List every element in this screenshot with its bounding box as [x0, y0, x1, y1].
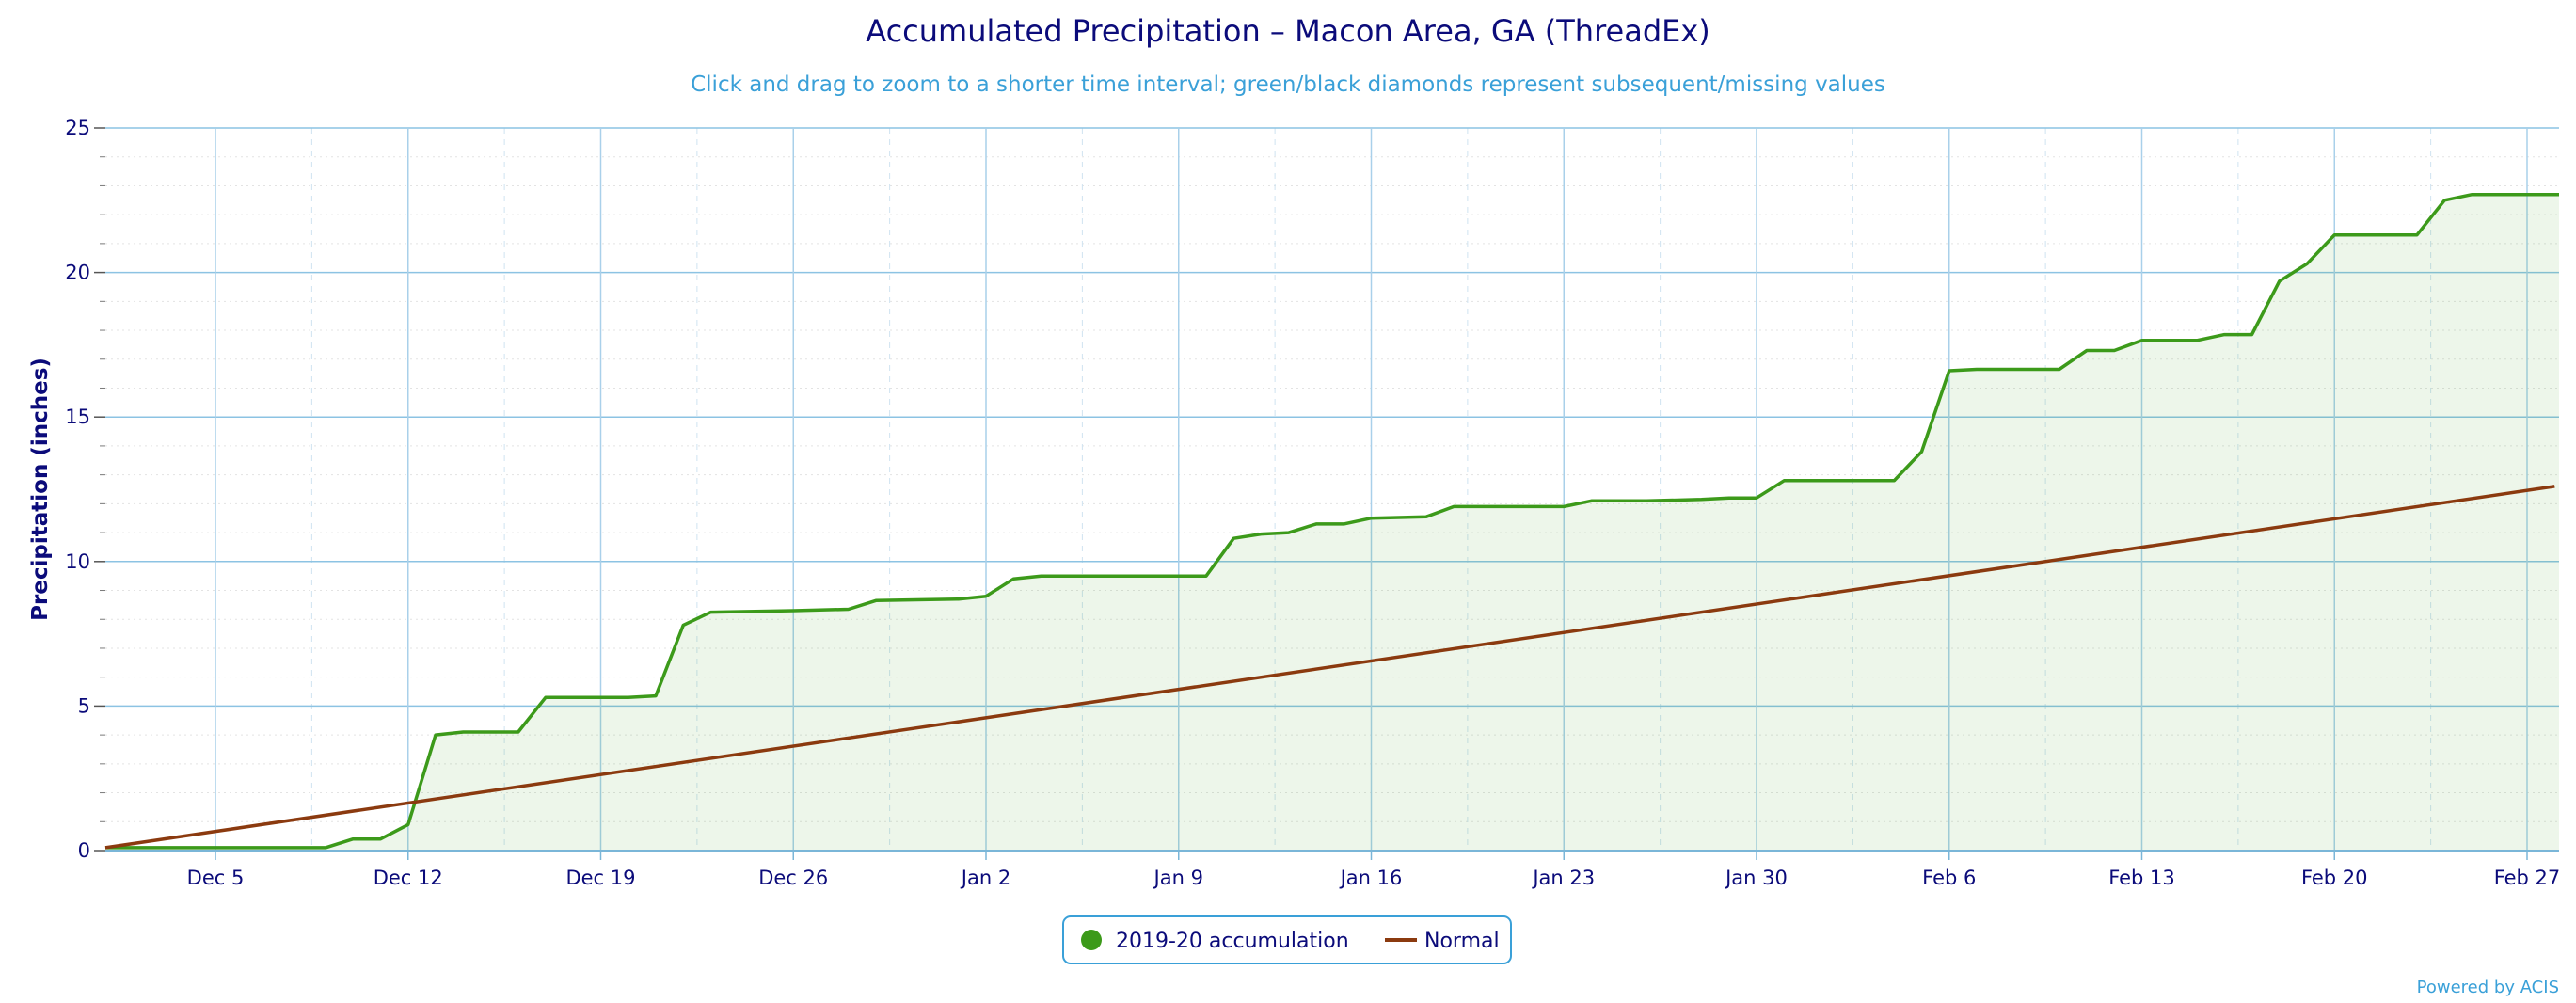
y-tick-label: 10	[65, 550, 90, 573]
legend-item-accumulation[interactable]: 2019-20 accumulation	[1081, 930, 1349, 953]
y-tick-label: 20	[65, 262, 90, 284]
accumulation-area	[105, 194, 2559, 851]
x-tick-label: Jan 2	[960, 867, 1010, 889]
x-tick-label: Dec 12	[374, 867, 443, 889]
y-tick-label: 5	[78, 694, 90, 717]
x-tick-label: Dec 26	[758, 867, 828, 889]
series-lines	[104, 192, 2559, 850]
y-tick-label: 15	[65, 406, 90, 428]
x-tick-label: Jan 9	[1153, 867, 1203, 889]
legend-accumulation-label: 2019-20 accumulation	[1116, 930, 1349, 953]
y-tick-label: 25	[65, 117, 90, 139]
x-tick-label: Feb 20	[2301, 867, 2368, 889]
x-tick-label: Jan 30	[1724, 867, 1788, 889]
plot-area[interactable]	[104, 127, 2559, 852]
y-tick-label: 0	[78, 839, 90, 862]
legend[interactable]: 2019-20 accumulation Normal	[1062, 915, 1512, 964]
legend-accumulation-marker	[1081, 930, 1102, 950]
series-line-normal[interactable]	[104, 485, 2555, 850]
x-tick-label: Feb 6	[1922, 867, 1976, 889]
x-tick-label: Feb 13	[2108, 867, 2175, 889]
x-tick-label: Dec 5	[187, 867, 245, 889]
credit-link[interactable]: Powered by ACIS	[2417, 978, 2559, 997]
plot-background	[105, 128, 2559, 851]
legend-item-normal[interactable]: Normal	[1385, 930, 1500, 953]
minor-gridlines	[105, 128, 2559, 851]
legend-box	[1062, 915, 1512, 964]
y-axis-ticks: 0 5 10 15 20 25	[65, 117, 105, 862]
x-tick-label: Jan 23	[1531, 867, 1595, 889]
legend-normal-label: Normal	[1424, 930, 1500, 953]
series-area-accumulation	[105, 194, 2559, 851]
chart-subtitle: Click and drag to zoom to a shorter time…	[691, 72, 1885, 97]
x-axis-ticks: Dec 5 Dec 12 Dec 19 Dec 26 Jan 2 Jan 9 Jan 16 J…	[187, 851, 2561, 889]
x-tick-label: Feb 27	[2494, 867, 2561, 889]
series-line-accumulation[interactable]	[105, 192, 2559, 850]
x-tick-label: Dec 19	[565, 867, 635, 889]
x-tick-label: Jan 16	[1339, 867, 1403, 889]
y-axis-label: Precipitation (inches)	[28, 358, 53, 621]
chart-title: Accumulated Precipitation – Macon Area, …	[866, 13, 1710, 49]
